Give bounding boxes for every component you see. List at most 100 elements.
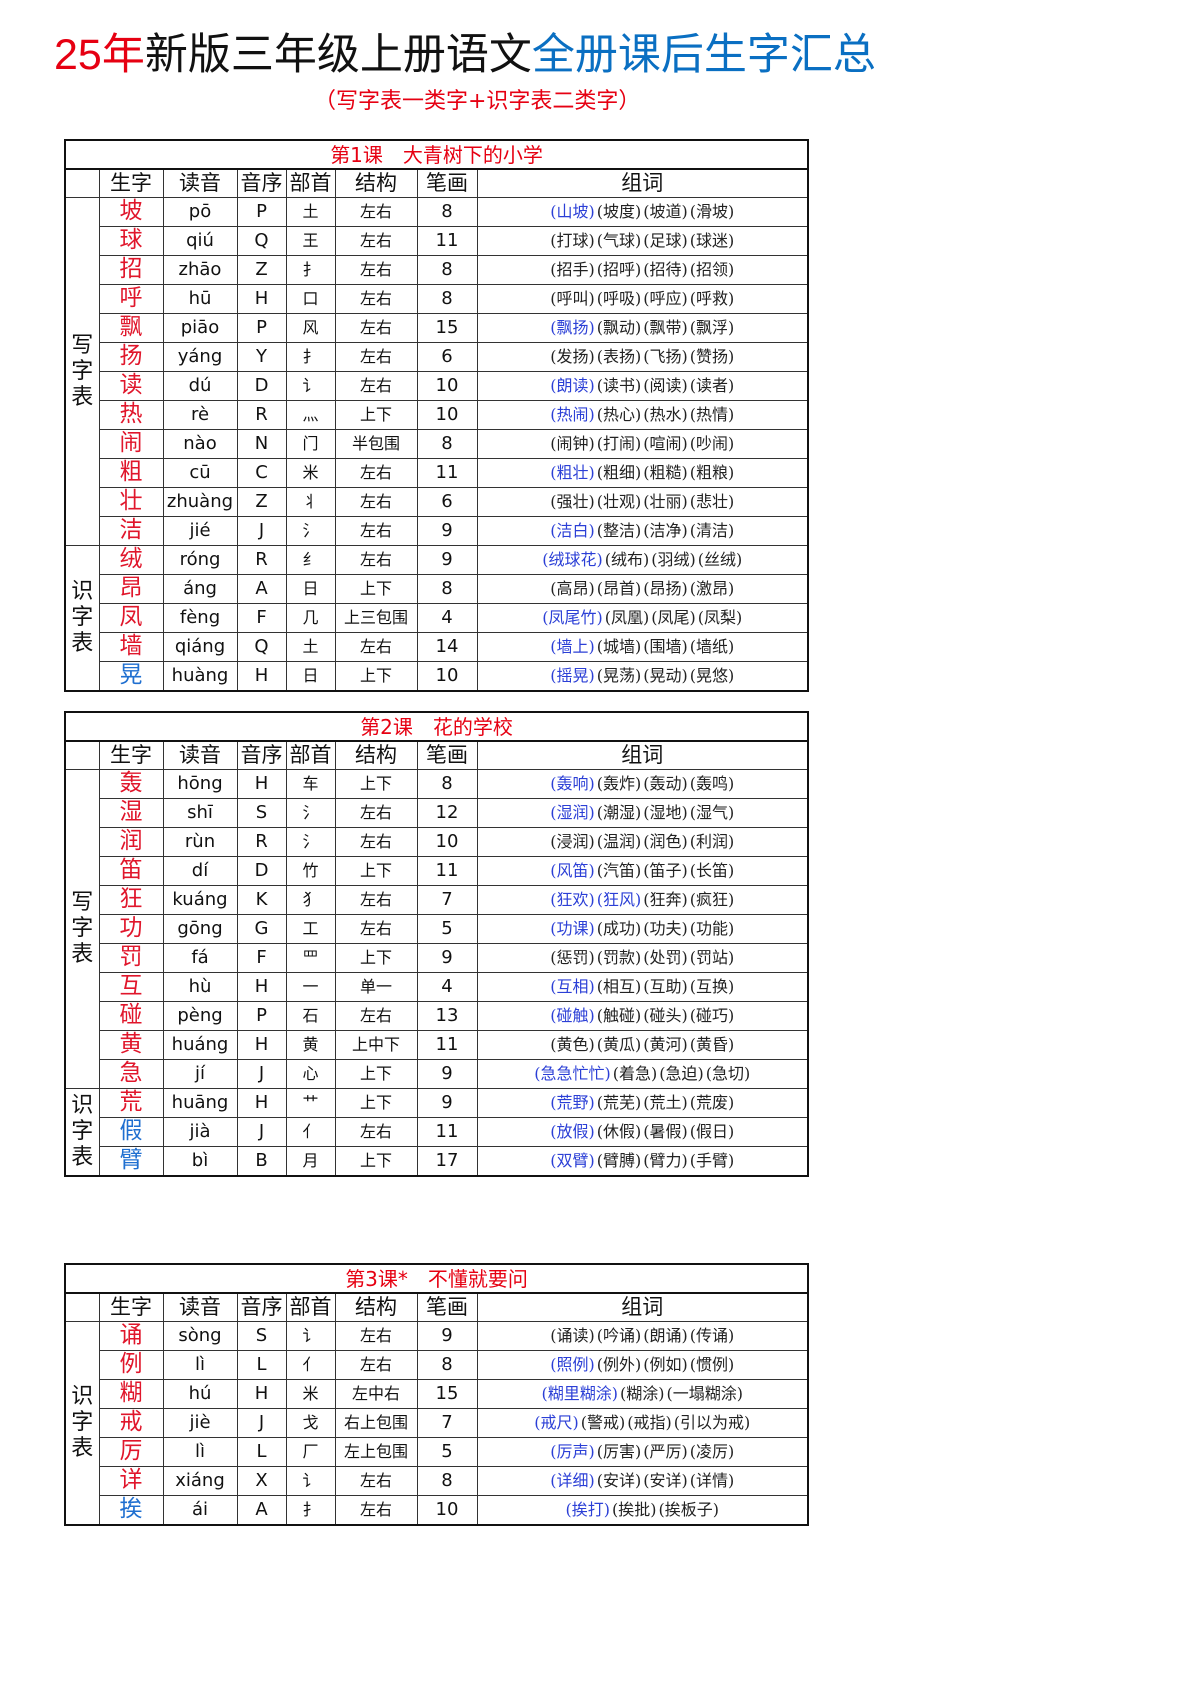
column-header: 生字	[98, 1292, 164, 1322]
table-row: 罚 fá F 罒上下 9 (惩罚) (罚款) (处罚) (罚站)	[65, 943, 809, 973]
word-item: (朗诵)	[643, 1326, 688, 1346]
title-year: 25年	[54, 31, 145, 79]
pinyin: jià	[162, 1117, 238, 1147]
structure: 左右	[334, 914, 418, 944]
word-item: (高昂)	[550, 579, 595, 599]
structure: 左右	[334, 313, 418, 343]
pinyin: hù	[162, 972, 238, 1002]
stroke-count: 11	[416, 458, 478, 488]
structure: 左右	[334, 487, 418, 517]
column-header: 结构	[334, 168, 418, 198]
stroke-count: 10	[416, 371, 478, 401]
pinyin: huáng	[162, 1030, 238, 1060]
structure: 左右	[334, 885, 418, 915]
word-item: (洁白)	[550, 521, 595, 541]
word-item: (急切)	[705, 1064, 751, 1084]
word-item: (热情)	[689, 405, 735, 425]
word-item: (凤尾竹)	[542, 608, 603, 628]
word-list: (糊里糊涂) (糊涂) (一塌糊涂)	[476, 1379, 809, 1409]
word-item: (呼叫)	[550, 289, 595, 309]
pinyin: hōng	[162, 769, 238, 799]
word-item: (晃悠)	[689, 666, 735, 686]
character: 球	[98, 226, 164, 256]
structure: 左右	[334, 632, 418, 662]
word-item: (读者)	[689, 376, 735, 396]
group-label: 识字表	[71, 1384, 94, 1461]
character: 热	[98, 400, 164, 430]
word-item: (粗粮)	[689, 463, 735, 483]
initial-letter: J	[236, 1059, 287, 1089]
initial-letter: R	[236, 827, 287, 857]
table-row: 扬 yáng Y 扌左右 6 (发扬) (表扬) (飞扬) (赞扬)	[65, 342, 809, 372]
table-row: 读 dú D 讠左右 10 (朗读) (读书) (阅读) (读者)	[65, 371, 809, 401]
word-item: (城墙)	[596, 637, 642, 657]
column-header: 结构	[334, 740, 418, 770]
word-item: (昂首)	[596, 579, 642, 599]
group-label: 识字表	[71, 1093, 94, 1170]
word-list: (详细) (安详) (安详) (详情)	[476, 1466, 809, 1496]
word-item: (荒芜)	[596, 1093, 642, 1113]
word-list: (放假) (休假) (暑假) (假日)	[476, 1117, 809, 1147]
stroke-count: 17	[416, 1146, 478, 1177]
word-item: (发扬)	[550, 347, 595, 367]
initial-letter: K	[236, 885, 287, 915]
word-item: (粗细)	[596, 463, 642, 483]
word-item: (墙纸)	[689, 637, 735, 657]
column-header: 生字	[98, 168, 164, 198]
character: 挨	[98, 1495, 164, 1526]
radical: 米	[285, 1379, 336, 1409]
table-row: 墙 qiáng Q 土左右 14 (墙上) (城墙) (围墙) (墙纸)	[65, 632, 809, 662]
table-row: 昂 áng A 日上下 8 (高昂) (昂首) (昂扬) (激昂)	[65, 574, 809, 604]
pinyin: hú	[162, 1379, 238, 1409]
word-item: (摇晃)	[550, 666, 595, 686]
initial-letter: Q	[236, 632, 287, 662]
character: 糊	[98, 1379, 164, 1409]
pinyin: jié	[162, 516, 238, 546]
word-item: (利润)	[689, 832, 735, 852]
character: 黄	[98, 1030, 164, 1060]
character: 昂	[98, 574, 164, 604]
initial-letter: X	[236, 1466, 287, 1496]
stroke-count: 6	[416, 342, 478, 372]
header-row: 生字 读音 音序 部首 结构 笔画 组词	[64, 1292, 809, 1322]
word-item: (湿气)	[689, 803, 735, 823]
structure: 左右	[334, 371, 418, 401]
character: 急	[98, 1059, 164, 1089]
column-header: 笔画	[416, 168, 478, 198]
column-header: 音序	[236, 1292, 287, 1322]
table-row: 呼 hū H 口左右 8 (呼叫) (呼吸) (呼应) (呼救)	[65, 284, 809, 314]
word-item: (荒废)	[689, 1093, 735, 1113]
radical: 纟	[285, 545, 336, 575]
stroke-count: 10	[416, 827, 478, 857]
initial-letter: L	[236, 1350, 287, 1380]
word-item: (碰触)	[550, 1006, 595, 1026]
word-item: (滑坡)	[689, 202, 735, 222]
word-list: (荒野) (荒芜) (荒土) (荒废)	[476, 1088, 809, 1118]
word-item: (晃荡)	[596, 666, 642, 686]
initial-letter: L	[236, 1437, 287, 1467]
initial-letter: A	[236, 1495, 287, 1526]
pinyin: bì	[162, 1146, 238, 1177]
pinyin: jiè	[162, 1408, 238, 1438]
stroke-count: 4	[416, 972, 478, 1002]
character: 晃	[98, 661, 164, 692]
word-item: (整洁)	[596, 521, 642, 541]
word-item: (长笛)	[689, 861, 735, 881]
word-item: (凤梨)	[697, 608, 743, 628]
table-row: 壮 zhuàng Z 丬左右 6 (强壮) (壮观) (壮丽) (悲壮)	[65, 487, 809, 517]
word-item: (狂奔)	[643, 890, 688, 910]
pinyin: nào	[162, 429, 238, 459]
word-item: (湿润)	[550, 803, 595, 823]
table-row: 厉 lì L 厂左上包围 5 (厉声) (厉害) (严厉) (凌厉)	[65, 1437, 809, 1467]
radical: 扌	[285, 255, 336, 285]
table-row: 闹 nào N 门半包围 8 (闹钟) (打闹) (喧闹) (吵闹)	[65, 429, 809, 459]
word-item: (黄瓜)	[596, 1035, 642, 1055]
pinyin: fèng	[162, 603, 238, 633]
word-item: (急迫)	[659, 1064, 704, 1084]
word-item: (打球)	[550, 231, 595, 251]
word-list: (高昂) (昂首) (昂扬) (激昂)	[476, 574, 809, 604]
character: 闹	[98, 429, 164, 459]
word-list: (呼叫) (呼吸) (呼应) (呼救)	[476, 284, 809, 314]
word-list: (闹钟) (打闹) (喧闹) (吵闹)	[476, 429, 809, 459]
word-list: (洁白) (整洁) (洁净) (清洁)	[476, 516, 809, 546]
